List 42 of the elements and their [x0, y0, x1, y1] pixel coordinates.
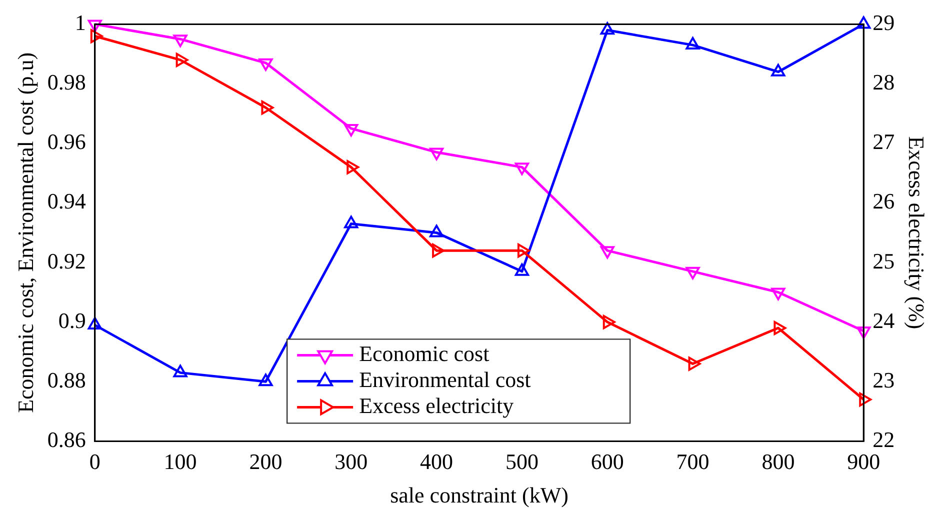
y-tick-label: 0.98 — [47, 70, 86, 95]
x-tick-label: 200 — [249, 449, 282, 474]
y2-tick-label: 26 — [872, 188, 895, 214]
point — [432, 244, 445, 258]
legend-label: Economic cost — [359, 340, 490, 366]
y-tick-label: 0.88 — [47, 367, 86, 392]
x-tick-label: 100 — [164, 449, 197, 474]
point — [602, 314, 616, 330]
x-tick-label: 500 — [505, 449, 538, 474]
point — [176, 52, 188, 68]
point — [346, 160, 360, 174]
legend-label: Environmental cost — [359, 366, 531, 392]
x-tick-label: 900 — [847, 449, 880, 474]
y2-tick-label: 29 — [872, 10, 895, 35]
y2-tick-label: 25 — [872, 248, 895, 274]
point — [261, 100, 274, 115]
y-tick-label: 0.9 — [58, 308, 86, 333]
y2-tick-label: 24 — [872, 308, 895, 333]
y2-tick-label: 22 — [872, 426, 895, 452]
x-axis-title: sale constraint (kW) — [390, 482, 568, 508]
x-tick-label: 0 — [89, 449, 100, 474]
x-tick-label: 800 — [762, 449, 795, 474]
x-tick-label: 300 — [334, 449, 368, 474]
y-tick-label: 1 — [74, 10, 86, 35]
point — [774, 320, 786, 336]
point — [90, 29, 103, 44]
y2-tick-label: 23 — [872, 367, 895, 392]
y-tick-label: 0.96 — [47, 129, 86, 154]
y-tick-label: 0.92 — [47, 248, 86, 274]
y2-tick-label: 28 — [872, 70, 895, 95]
x-tick-label: 400 — [420, 449, 454, 474]
y2-tick-label: 27 — [872, 129, 895, 154]
point — [517, 244, 530, 258]
y2-axis-title: Excess electricity (%) — [904, 136, 930, 330]
x-tick-label: 600 — [590, 449, 624, 474]
y-tick-label: 0.94 — [47, 188, 86, 214]
point — [688, 356, 701, 371]
point — [859, 392, 872, 407]
y-axis-title: Economic cost, Environmental cost (p.u) — [12, 52, 38, 413]
y-tick-label: 0.86 — [47, 426, 86, 452]
legend-label: Excess electricity — [359, 392, 514, 418]
x-tick-label: 700 — [676, 449, 710, 474]
